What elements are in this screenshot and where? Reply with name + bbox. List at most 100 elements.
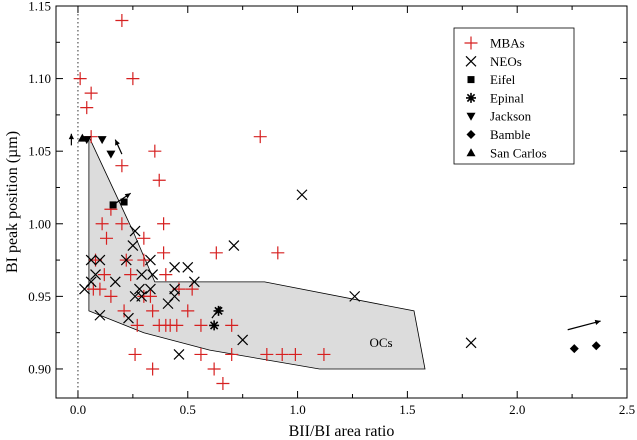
mbas-point bbox=[194, 347, 208, 361]
mbas-point bbox=[115, 217, 129, 231]
neos-point bbox=[79, 283, 90, 295]
arrow bbox=[68, 133, 74, 146]
mbas-point bbox=[225, 318, 239, 332]
neos-point bbox=[136, 269, 148, 281]
bamble-point bbox=[569, 344, 579, 354]
neos-point bbox=[228, 240, 240, 251]
mbas-point bbox=[128, 347, 142, 361]
legend-marker-mbas bbox=[464, 36, 478, 50]
x-tick-label: 0.5 bbox=[180, 402, 196, 417]
mbas-point bbox=[271, 246, 285, 260]
mbas-point bbox=[181, 304, 195, 318]
y-tick-label: 0.90 bbox=[28, 361, 51, 376]
y-tick-label: 0.95 bbox=[28, 289, 51, 304]
neos-point bbox=[169, 261, 181, 273]
neos-point bbox=[145, 283, 156, 295]
x-tick-label: 1.0 bbox=[289, 402, 305, 417]
mbas-point bbox=[146, 304, 160, 318]
axes: 0.0 0.5 1.0 1.5 2.0 2.5 0.90 0.95 1.00 1.05 1.10 1.… bbox=[28, 0, 635, 417]
legend-label-jackson: Jackson bbox=[490, 109, 532, 124]
mbas-point bbox=[159, 268, 173, 282]
arrow-shaft bbox=[567, 320, 601, 331]
mbas-point bbox=[143, 289, 157, 303]
neos-point bbox=[173, 349, 185, 360]
x-axis-label: BII/BI area ratio bbox=[289, 423, 395, 440]
mbas-point bbox=[104, 289, 118, 303]
neos-point bbox=[147, 269, 159, 281]
legend-marker-jackson bbox=[466, 112, 476, 121]
arrow-head bbox=[594, 319, 601, 325]
bamble-point bbox=[591, 341, 601, 351]
mbas-point bbox=[207, 362, 221, 376]
neos-point bbox=[349, 290, 361, 302]
mbas-point bbox=[288, 347, 302, 361]
neos-point bbox=[109, 276, 121, 288]
arrow bbox=[567, 319, 601, 331]
x-tick-label: 2.5 bbox=[619, 402, 635, 417]
mbas-point bbox=[137, 253, 151, 267]
legend-marker-san-carlos bbox=[466, 148, 476, 157]
neos-point bbox=[237, 334, 249, 346]
mbas-point bbox=[146, 362, 160, 376]
legend-label-san-carlos: San Carlos bbox=[490, 145, 547, 160]
eifel-point bbox=[120, 198, 128, 206]
epinal-point bbox=[209, 320, 220, 331]
mbas-point bbox=[157, 246, 171, 260]
arrow bbox=[114, 139, 123, 155]
jackson-point bbox=[97, 136, 107, 145]
arrow bbox=[112, 192, 132, 206]
mbas-point bbox=[84, 86, 98, 100]
ocs-region-polygon bbox=[88, 136, 426, 370]
legend-label-mbas: MBAs bbox=[490, 36, 525, 51]
neos-point bbox=[90, 269, 101, 281]
neos-point bbox=[127, 240, 139, 251]
arrow-head bbox=[115, 139, 120, 146]
data-points bbox=[73, 14, 601, 390]
arrow bbox=[211, 306, 222, 319]
legend-marker-eifel bbox=[467, 76, 475, 84]
arrow-head bbox=[124, 193, 131, 199]
neos-point bbox=[465, 337, 477, 349]
legend-label-neos: NEOs bbox=[490, 54, 522, 69]
mbas-point bbox=[317, 347, 331, 361]
jackson-point bbox=[106, 150, 116, 159]
neos-point bbox=[134, 283, 145, 295]
legend-label-eifel: Eifel bbox=[490, 72, 516, 87]
legend-marker-neos bbox=[465, 55, 477, 67]
mbas-point bbox=[93, 282, 107, 296]
mbas-point bbox=[137, 231, 151, 245]
plot-frame bbox=[55, 5, 628, 399]
mbas-point bbox=[157, 217, 171, 231]
neos-point bbox=[85, 254, 97, 266]
mbas-point bbox=[95, 217, 109, 231]
mbas-point bbox=[126, 72, 140, 86]
neos-point bbox=[120, 254, 132, 266]
y-tick-label: 1.05 bbox=[28, 144, 51, 159]
arrow-head bbox=[68, 133, 74, 140]
legend-label-bamble: Bamble bbox=[490, 127, 531, 142]
mbas-point bbox=[194, 318, 208, 332]
y-axis-label: BI peak position (µm) bbox=[4, 131, 21, 273]
neos-point bbox=[94, 309, 106, 321]
mbas-point bbox=[253, 130, 267, 144]
mbas-point bbox=[73, 72, 87, 86]
y-tick-label: 1.15 bbox=[28, 0, 51, 14]
mbas-point bbox=[216, 376, 230, 390]
y-tick-label: 1.00 bbox=[28, 216, 51, 231]
neos-point bbox=[182, 261, 194, 273]
neos-point bbox=[136, 290, 148, 302]
mbas-point bbox=[275, 347, 289, 361]
neos-point bbox=[296, 189, 308, 201]
mbas-point bbox=[100, 231, 114, 245]
x-tick-label: 2.0 bbox=[509, 402, 525, 417]
neos-point bbox=[188, 276, 200, 288]
mbas-point bbox=[117, 304, 131, 318]
y-tick-label: 1.10 bbox=[28, 71, 51, 86]
legend-marker-bamble bbox=[466, 130, 476, 139]
neos-point bbox=[145, 254, 156, 266]
neos-point bbox=[129, 225, 141, 237]
legend-label-epinal: Epinal bbox=[490, 90, 524, 105]
san-carlos-point bbox=[77, 133, 87, 142]
arrow-head bbox=[215, 306, 221, 313]
